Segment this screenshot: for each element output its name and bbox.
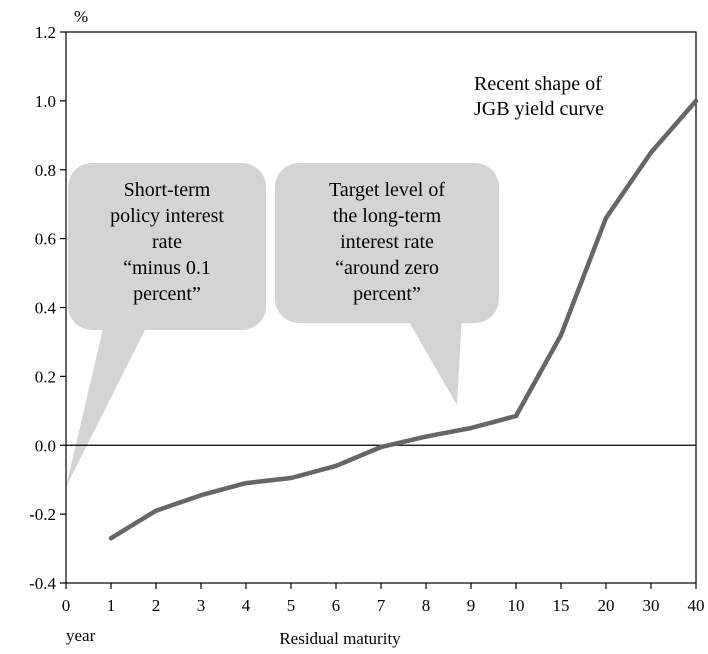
series-label-line: JGB yield curve xyxy=(474,98,604,120)
data-point xyxy=(153,508,159,513)
callout-left-line: rate xyxy=(152,231,182,253)
callout-right-line: the long-term xyxy=(333,205,442,227)
x-tick-label: 4 xyxy=(242,596,251,615)
y-unit-label: % xyxy=(74,7,88,26)
x-tick-label: 3 xyxy=(197,596,206,615)
y-tick-label: 1.2 xyxy=(35,23,56,42)
y-tick-label: 0.6 xyxy=(35,230,56,249)
callout-right-text: Target level of the long-term interest rat… xyxy=(329,179,445,305)
callout-left-text: Short-term policy interest rate “minus 0.1 p… xyxy=(110,179,224,305)
callout-left: Short-term policy interest rate “minus 0.1 p… xyxy=(66,163,266,487)
y-tick-label: 1.0 xyxy=(35,92,56,111)
x-tick-label: 20 xyxy=(598,596,615,615)
x-tick-label: 40 xyxy=(688,596,705,615)
x-tick-label: 30 xyxy=(643,596,660,615)
x-tick-label: 9 xyxy=(467,596,476,615)
x-tick-label: 5 xyxy=(287,596,296,615)
x-axis-label: Residual maturity xyxy=(279,629,401,648)
callout-right-line: percent” xyxy=(353,283,421,305)
data-point xyxy=(603,215,609,221)
x-unit-label: year xyxy=(66,626,96,645)
data-point xyxy=(378,444,384,450)
series-label: Recent shape of JGB yield curve xyxy=(474,73,604,120)
x-tick-label: 1 xyxy=(107,596,116,615)
x-axis-ticks: 0 1 2 3 4 5 6 7 8 9 10 15 20 30 40 xyxy=(62,583,705,615)
series-label-line: Recent shape of xyxy=(474,73,602,95)
data-point xyxy=(333,463,339,469)
y-tick-label: 0.0 xyxy=(35,436,56,455)
y-tick-label: -0.2 xyxy=(29,505,56,524)
x-tick-label: 0 xyxy=(62,596,71,615)
y-tick-label: 0.2 xyxy=(35,367,56,386)
data-point xyxy=(693,98,699,104)
callout-left-pointer xyxy=(66,320,150,487)
y-tick-label: 0.4 xyxy=(35,299,57,318)
data-point xyxy=(243,480,249,486)
data-point xyxy=(198,492,204,498)
y-tick-label: -0.4 xyxy=(29,574,56,593)
callout-right-line: interest rate xyxy=(340,231,434,253)
x-tick-label: 6 xyxy=(332,596,341,615)
callout-right-bubble xyxy=(275,163,499,323)
x-tick-label: 7 xyxy=(377,596,386,615)
callout-left-line: Short-term xyxy=(124,179,211,201)
yield-curve-line xyxy=(108,98,699,541)
x-tick-label: 8 xyxy=(422,596,431,615)
x-tick-label: 15 xyxy=(553,596,570,615)
callout-left-line: “minus 0.1 xyxy=(123,257,211,279)
series-layer xyxy=(108,98,699,541)
y-tick-label: 0.8 xyxy=(35,161,56,180)
data-point xyxy=(558,332,564,338)
data-point xyxy=(513,413,519,419)
callout-right-pointer xyxy=(405,315,462,405)
x-tick-label: 10 xyxy=(508,596,525,615)
data-point xyxy=(423,434,429,439)
data-point xyxy=(108,536,114,541)
callout-right-line: Target level of xyxy=(329,179,445,201)
data-point xyxy=(288,475,294,481)
callout-left-line: percent” xyxy=(133,283,201,305)
data-point xyxy=(648,150,654,155)
callout-right: Target level of the long-term interest rat… xyxy=(275,163,499,405)
callout-left-bubble xyxy=(68,163,266,330)
callout-left-line: policy interest xyxy=(110,205,224,227)
y-axis-ticks: 1.2 1.0 0.8 0.6 0.4 0.2 0.0 -0.2 -0.4 xyxy=(29,23,66,593)
data-point xyxy=(468,425,474,431)
x-tick-label: 2 xyxy=(152,596,161,615)
callout-right-line: “around zero xyxy=(335,257,439,279)
